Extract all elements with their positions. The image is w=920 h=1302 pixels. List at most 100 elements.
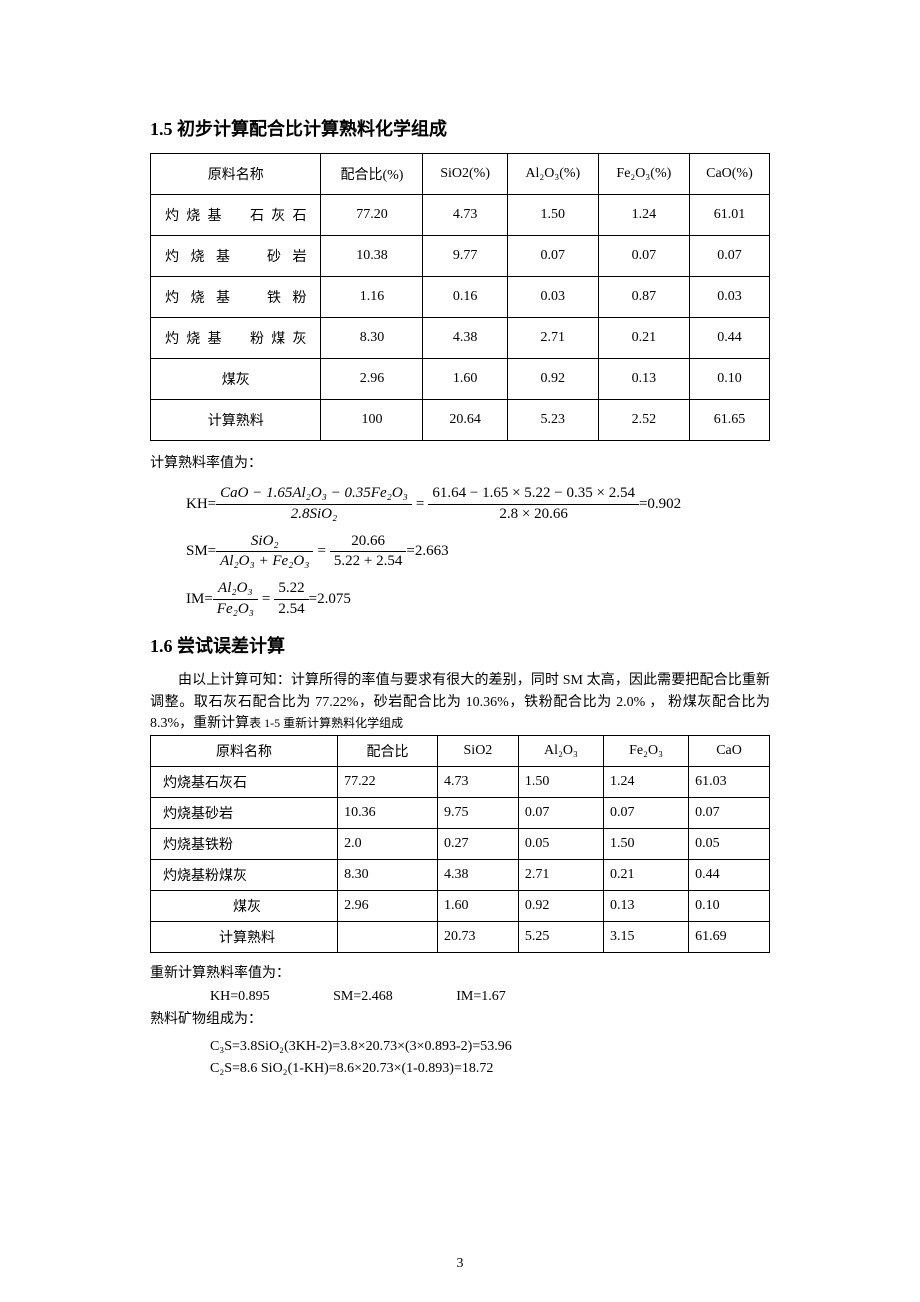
- cell: 77.22: [338, 766, 438, 797]
- kh-num1: CaO − 1.65Al₂O₃ − 0.35Fe₂O₃: [216, 485, 412, 504]
- sm-frac2: 20.66 5.22 + 2.54: [330, 533, 406, 571]
- cell: 100: [321, 400, 423, 441]
- cell: 2.52: [598, 400, 689, 441]
- section-1-6-heading: 1.6 尝试误差计算: [150, 632, 770, 658]
- kh-formula: KH= CaO − 1.65Al₂O₃ − 0.35Fe₂O₃ 2.8SiO₂ …: [186, 485, 770, 523]
- th-material: 原料名称: [151, 154, 321, 195]
- kh-den1: 2.8SiO₂: [216, 505, 412, 523]
- cell: 10.36: [338, 797, 438, 828]
- cell-material: 灼烧基 石灰石: [151, 195, 321, 236]
- equals-icon: =: [317, 543, 325, 560]
- section-1-5-heading: 1.5 初步计算配合比计算熟料化学组成: [150, 115, 770, 141]
- table-row: 灼烧基砂岩 10.36 9.75 0.07 0.07 0.07: [151, 797, 770, 828]
- im-label: IM=: [186, 591, 213, 608]
- cell-material: 灼烧基砂岩: [151, 797, 338, 828]
- th-cao: CaO(%): [689, 154, 769, 195]
- rate-intro-text: 计算熟料率值为：: [150, 453, 770, 475]
- cell: 0.16: [423, 277, 507, 318]
- cell-material: 煤灰: [151, 890, 338, 921]
- th-fe2o3: Fe₂O₃(%): [598, 154, 689, 195]
- cell: 77.20: [321, 195, 423, 236]
- cell: 4.73: [423, 195, 507, 236]
- minerals-intro: 熟料矿物组成为：: [150, 1009, 770, 1031]
- cell: 0.07: [598, 236, 689, 277]
- table-row: 灼烧基 铁粉 1.16 0.16 0.03 0.87 0.03: [151, 277, 770, 318]
- table-row: 灼烧基石灰石 77.22 4.73 1.50 1.24 61.03: [151, 766, 770, 797]
- cell: 0.92: [518, 890, 603, 921]
- sm-formula: SM= SiO₂ Al₂O₃ + Fe₂O₃ = 20.66 5.22 + 2.…: [186, 533, 770, 571]
- cell: 0.10: [689, 890, 770, 921]
- cell-material: 灼烧基粉煤灰: [151, 859, 338, 890]
- equals-icon: =: [262, 591, 270, 608]
- cell: 61.03: [689, 766, 770, 797]
- cell: 1.60: [438, 890, 519, 921]
- recalc-intro: 重新计算熟料率值为：: [150, 963, 770, 985]
- kh-label: KH=: [186, 496, 216, 513]
- th-mixratio: 配合比: [338, 735, 438, 766]
- im-num1: Al₂O₃: [213, 580, 258, 599]
- cell: 0.87: [598, 277, 689, 318]
- cell-material: 计算熟料: [151, 400, 321, 441]
- cell: 0.21: [598, 318, 689, 359]
- cell: 1.24: [598, 195, 689, 236]
- th-cao: CaO: [689, 735, 770, 766]
- cell: 0.44: [689, 318, 769, 359]
- sm-result: =2.663: [406, 543, 448, 560]
- th-material: 原料名称: [151, 735, 338, 766]
- cell-material: 灼烧基 砂岩: [151, 236, 321, 277]
- cell-material: 煤灰: [151, 359, 321, 400]
- cell: 5.25: [518, 921, 603, 952]
- cell: 0.07: [689, 797, 770, 828]
- th-mixratio: 配合比(%): [321, 154, 423, 195]
- cell: 0.10: [689, 359, 769, 400]
- cell: 1.24: [603, 766, 688, 797]
- cell: 0.03: [507, 277, 598, 318]
- table-1-5-recalc-caption: 表 1-5 重新计算熟料化学组成: [249, 716, 403, 730]
- th-al2o3: Al₂O₃: [518, 735, 603, 766]
- th-al2o3: Al₂O₃(%): [507, 154, 598, 195]
- cell: 8.30: [338, 859, 438, 890]
- cell: 61.65: [689, 400, 769, 441]
- im-formula: IM= Al₂O₃ Fe₂O₃ = 5.22 2.54 =2.075: [186, 580, 770, 618]
- cell: 1.60: [423, 359, 507, 400]
- sm-den2: 5.22 + 2.54: [330, 552, 406, 570]
- th-sio2: SiO2(%): [423, 154, 507, 195]
- sm-label: SM=: [186, 543, 216, 560]
- cell: 4.38: [423, 318, 507, 359]
- cell: 0.27: [438, 828, 519, 859]
- recalc-im: IM=1.67: [456, 989, 506, 1005]
- table-row: 煤灰 2.96 1.60 0.92 0.13 0.10: [151, 359, 770, 400]
- cell-material: 灼烧基 粉煤灰: [151, 318, 321, 359]
- cell: 4.38: [438, 859, 519, 890]
- sm-frac1: SiO₂ Al₂O₃ + Fe₂O₃: [216, 533, 313, 571]
- cell: 2.71: [507, 318, 598, 359]
- c3s-line: C₃S=3.8SiO₂(3KH-2)=3.8×20.73×(3×0.893-2)…: [210, 1036, 770, 1058]
- kh-result: =0.902: [639, 496, 681, 513]
- recalc-sm: SM=2.468: [333, 989, 393, 1005]
- section-1-6-para: 由以上计算可知：计算所得的率值与要求有很大的差别，同时 SM 太高，因此需要把配…: [150, 670, 770, 735]
- im-num2: 5.22: [274, 580, 308, 599]
- table-header-row: 原料名称 配合比(%) SiO2(%) Al₂O₃(%) Fe₂O₃(%) Ca…: [151, 154, 770, 195]
- cell: 2.71: [518, 859, 603, 890]
- cell: 2.96: [338, 890, 438, 921]
- cell: 0.07: [507, 236, 598, 277]
- cell: 1.50: [603, 828, 688, 859]
- table-row: 计算熟料 100 20.64 5.23 2.52 61.65: [151, 400, 770, 441]
- im-result: =2.075: [309, 591, 351, 608]
- th-fe2o3: Fe₂O₃: [603, 735, 688, 766]
- page-number: 3: [0, 1256, 920, 1272]
- table-row: 计算熟料 20.73 5.25 3.15 61.69: [151, 921, 770, 952]
- table-row: 灼烧基 粉煤灰 8.30 4.38 2.71 0.21 0.44: [151, 318, 770, 359]
- kh-num2: 61.64 − 1.65 × 5.22 − 0.35 × 2.54: [428, 485, 639, 504]
- cell: 2.96: [321, 359, 423, 400]
- recalc-kh: KH=0.895: [210, 989, 270, 1005]
- cell: 1.50: [518, 766, 603, 797]
- cell: 0.03: [689, 277, 769, 318]
- kh-frac2: 61.64 − 1.65 × 5.22 − 0.35 × 2.54 2.8 × …: [428, 485, 639, 523]
- cell: 20.64: [423, 400, 507, 441]
- cell: 0.05: [518, 828, 603, 859]
- im-den1: Fe₂O₃: [213, 600, 258, 618]
- equals-icon: =: [416, 496, 424, 513]
- kh-den2: 2.8 × 20.66: [428, 505, 639, 523]
- sm-num2: 20.66: [330, 533, 406, 552]
